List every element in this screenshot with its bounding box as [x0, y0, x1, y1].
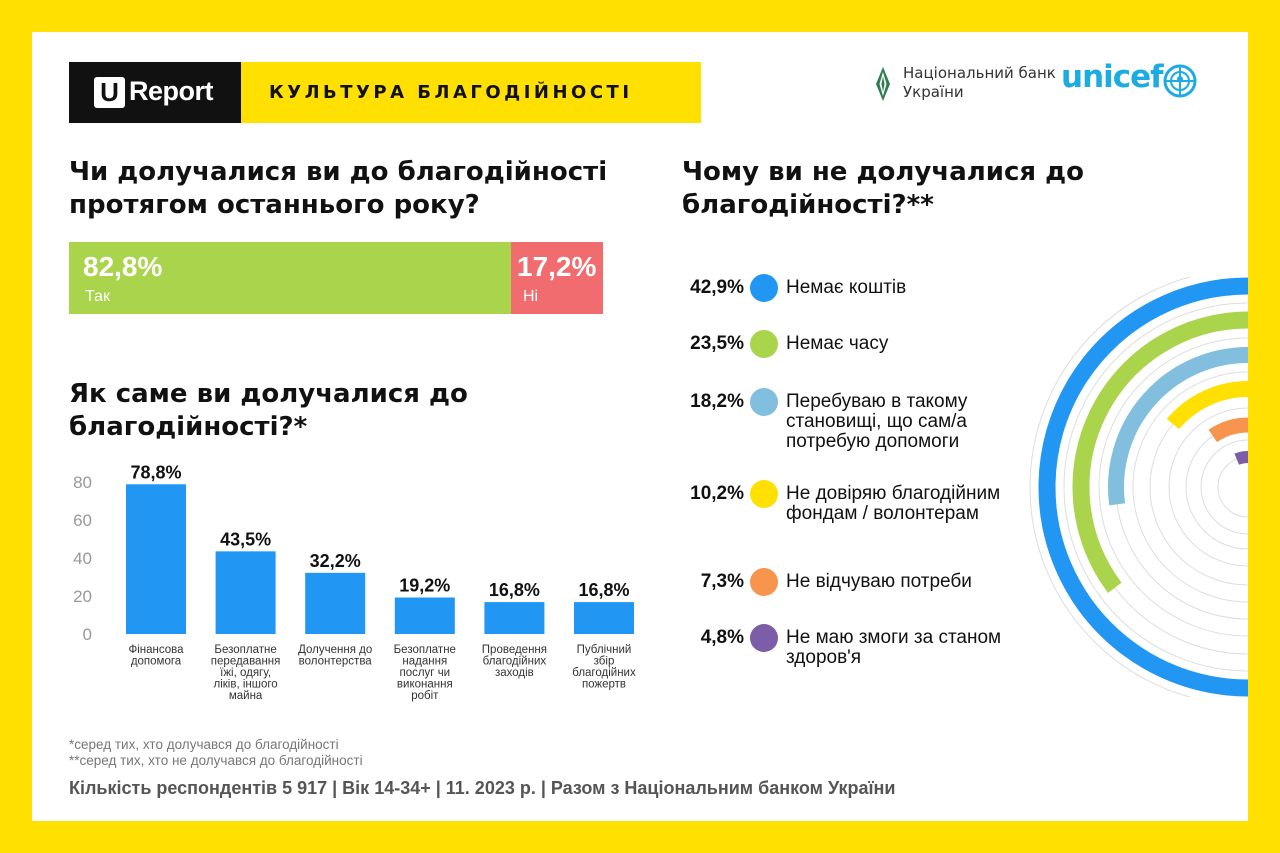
x-category-label: Долучення до волонтерства [298, 644, 372, 668]
bar-value-label: 16,8% [578, 580, 629, 600]
reason-percent: 10,2% [690, 483, 744, 504]
guide-ring [1063, 302, 1248, 672]
guide-ring [1185, 424, 1248, 550]
reason-label: Перебуваю в такому становищі, що сам/а п… [786, 391, 968, 452]
reason-color-dot [750, 388, 778, 416]
radial-bar-2 [1072, 311, 1248, 593]
radial-bar-1 [1038, 277, 1248, 697]
y-tick-label: 40 [73, 549, 92, 568]
guide-ring [1217, 456, 1248, 518]
nbu-logo-text: Національний банк України [903, 64, 1056, 101]
bar-3 [305, 572, 366, 634]
bar-value-label: 16,8% [489, 580, 540, 600]
x-category-label: Безоплатне передавання їжі, одягу, ліків, і… [211, 644, 281, 702]
bar-5 [484, 602, 545, 634]
yes-bar: 82,8% Так [69, 242, 511, 314]
no-value: 17,2% [517, 251, 597, 282]
guide-ring [1149, 388, 1248, 586]
reason-color-dot [750, 330, 778, 358]
bar-2 [215, 551, 276, 634]
reason-label: Не маю змоги за станом здоров'я [786, 627, 1002, 668]
guide-ring [1132, 371, 1248, 603]
unicef-globe-icon [1163, 64, 1197, 98]
bar-4 [394, 597, 455, 634]
bar-value-label: 78,8% [130, 462, 181, 482]
y-tick-label: 80 [73, 473, 92, 492]
question-1-title: Чи долучалися ви до благодійності протяг… [69, 157, 608, 220]
x-category-label: Фінансова допомога [128, 644, 184, 668]
guide-ring [1200, 439, 1248, 535]
reason-color-dot [750, 274, 778, 302]
bar-6 [574, 602, 634, 634]
no-bar: 17,2% Ні [511, 242, 603, 314]
reasons-radial-chart [1029, 277, 1248, 697]
ureport-u-icon: U [94, 77, 125, 108]
footnote-1: *серед тих, хто долучався до благодійнос… [69, 737, 339, 752]
reason-percent: 42,9% [690, 277, 744, 298]
nbu-logo-icon [876, 67, 890, 101]
radial-bar-3 [1108, 347, 1248, 506]
guide-ring [1098, 337, 1248, 637]
reason-color-dot [750, 568, 778, 596]
reason-percent: 18,2% [690, 391, 744, 412]
yes-label: Так [85, 288, 110, 305]
bar-value-label: 19,2% [399, 576, 450, 596]
ureport-logo: U Report [69, 62, 241, 123]
reason-label: Немає коштів [786, 277, 907, 298]
y-tick-label: 0 [83, 625, 92, 644]
radial-bar-6 [1234, 451, 1248, 465]
unicef-logo-text: unicef [1061, 59, 1164, 95]
footer-info: Кількість респондентів 5 917 | Вік 14-34… [69, 778, 896, 798]
x-category-label: Безоплатне надання послуг чи виконання робіт [394, 644, 456, 702]
no-label: Ні [523, 288, 539, 305]
reason-label: Немає часу [786, 333, 889, 354]
header-banner: КУЛЬТУРА БЛАГОДІЙНОСТІ [241, 62, 701, 123]
reason-color-dot [750, 624, 778, 652]
guide-ring [1168, 407, 1248, 567]
x-category-label: Проведення благодійних заходів [482, 644, 547, 679]
question-3-title: Чому ви не долучалися до благодійності?*… [682, 157, 1085, 220]
bar-value-label: 32,2% [310, 551, 361, 571]
radial-bar-5 [1208, 417, 1248, 443]
reason-percent: 7,3% [700, 571, 744, 592]
guide-ring [1029, 277, 1192, 697]
bar-value-label: 43,5% [220, 529, 271, 549]
radial-bar-4 [1166, 381, 1248, 430]
reason-color-dot [750, 480, 778, 508]
reason-label: Не відчуваю потреби [786, 571, 972, 592]
participation-bar-chart: 0 20 40 60 80 78,8% Фінансова допомога 43,5% Безо… [73, 462, 636, 702]
bar-1 [126, 484, 186, 634]
y-tick-label: 20 [73, 587, 92, 606]
x-category-label: Публічний збір благодійних пожертв [572, 644, 636, 691]
header-title: КУЛЬТУРА БЛАГОДІЙНОСТІ [269, 82, 633, 103]
question-2-title: Як саме ви долучалися до благодійності?* [69, 379, 468, 442]
reason-percent: 4,8% [700, 627, 744, 648]
infographic-card: U Report КУЛЬТУРА БЛАГОДІЙНОСТІ Націонал… [32, 32, 1248, 821]
ureport-logo-text: Report [129, 76, 214, 106]
yes-value: 82,8% [83, 251, 163, 282]
reason-label: Не довіряю благодійним фондам / волонтер… [786, 483, 1001, 524]
y-tick-label: 60 [73, 511, 92, 530]
reason-percent: 23,5% [690, 333, 744, 354]
footnote-2: **серед тих, хто не долучався до благоді… [69, 753, 363, 768]
